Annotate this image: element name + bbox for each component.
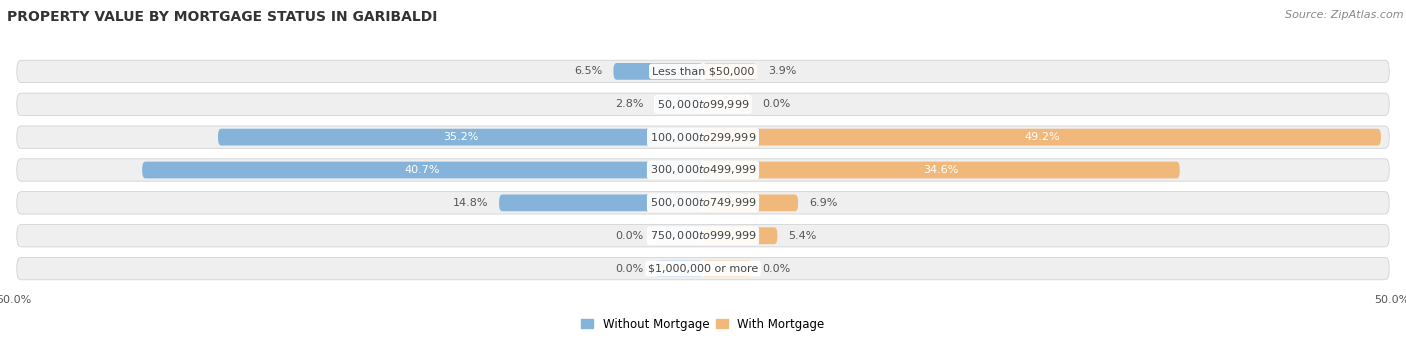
Text: 0.0%: 0.0%: [762, 264, 790, 274]
FancyBboxPatch shape: [703, 260, 751, 277]
Legend: Without Mortgage, With Mortgage: Without Mortgage, With Mortgage: [576, 313, 830, 336]
Text: 6.5%: 6.5%: [574, 66, 602, 76]
Text: Source: ZipAtlas.com: Source: ZipAtlas.com: [1285, 10, 1403, 20]
FancyBboxPatch shape: [655, 227, 703, 244]
FancyBboxPatch shape: [218, 129, 703, 146]
FancyBboxPatch shape: [17, 93, 1389, 116]
Text: 6.9%: 6.9%: [808, 198, 838, 208]
Text: 0.0%: 0.0%: [616, 231, 644, 241]
Text: PROPERTY VALUE BY MORTGAGE STATUS IN GARIBALDI: PROPERTY VALUE BY MORTGAGE STATUS IN GAR…: [7, 10, 437, 24]
FancyBboxPatch shape: [613, 63, 703, 80]
FancyBboxPatch shape: [655, 96, 703, 113]
Text: 14.8%: 14.8%: [453, 198, 488, 208]
FancyBboxPatch shape: [655, 260, 703, 277]
FancyBboxPatch shape: [703, 63, 756, 80]
Text: $100,000 to $299,999: $100,000 to $299,999: [650, 131, 756, 143]
FancyBboxPatch shape: [703, 227, 778, 244]
FancyBboxPatch shape: [17, 192, 1389, 214]
Text: 2.8%: 2.8%: [616, 99, 644, 109]
Text: 0.0%: 0.0%: [762, 99, 790, 109]
FancyBboxPatch shape: [17, 126, 1389, 148]
Text: $1,000,000 or more: $1,000,000 or more: [648, 264, 758, 274]
Text: 3.9%: 3.9%: [768, 66, 796, 76]
Text: Less than $50,000: Less than $50,000: [652, 66, 754, 76]
FancyBboxPatch shape: [703, 162, 1180, 178]
FancyBboxPatch shape: [17, 257, 1389, 280]
Text: $500,000 to $749,999: $500,000 to $749,999: [650, 197, 756, 209]
Text: $300,000 to $499,999: $300,000 to $499,999: [650, 164, 756, 176]
FancyBboxPatch shape: [703, 129, 1381, 146]
Text: 35.2%: 35.2%: [443, 132, 478, 142]
FancyBboxPatch shape: [17, 159, 1389, 181]
FancyBboxPatch shape: [703, 96, 751, 113]
Text: $750,000 to $999,999: $750,000 to $999,999: [650, 229, 756, 242]
Text: 34.6%: 34.6%: [924, 165, 959, 175]
Text: 49.2%: 49.2%: [1024, 132, 1060, 142]
FancyBboxPatch shape: [17, 60, 1389, 83]
FancyBboxPatch shape: [499, 194, 703, 211]
Text: 0.0%: 0.0%: [616, 264, 644, 274]
Text: $50,000 to $99,999: $50,000 to $99,999: [657, 98, 749, 111]
FancyBboxPatch shape: [17, 224, 1389, 247]
FancyBboxPatch shape: [142, 162, 703, 178]
Text: 5.4%: 5.4%: [789, 231, 817, 241]
Text: 40.7%: 40.7%: [405, 165, 440, 175]
FancyBboxPatch shape: [703, 194, 799, 211]
